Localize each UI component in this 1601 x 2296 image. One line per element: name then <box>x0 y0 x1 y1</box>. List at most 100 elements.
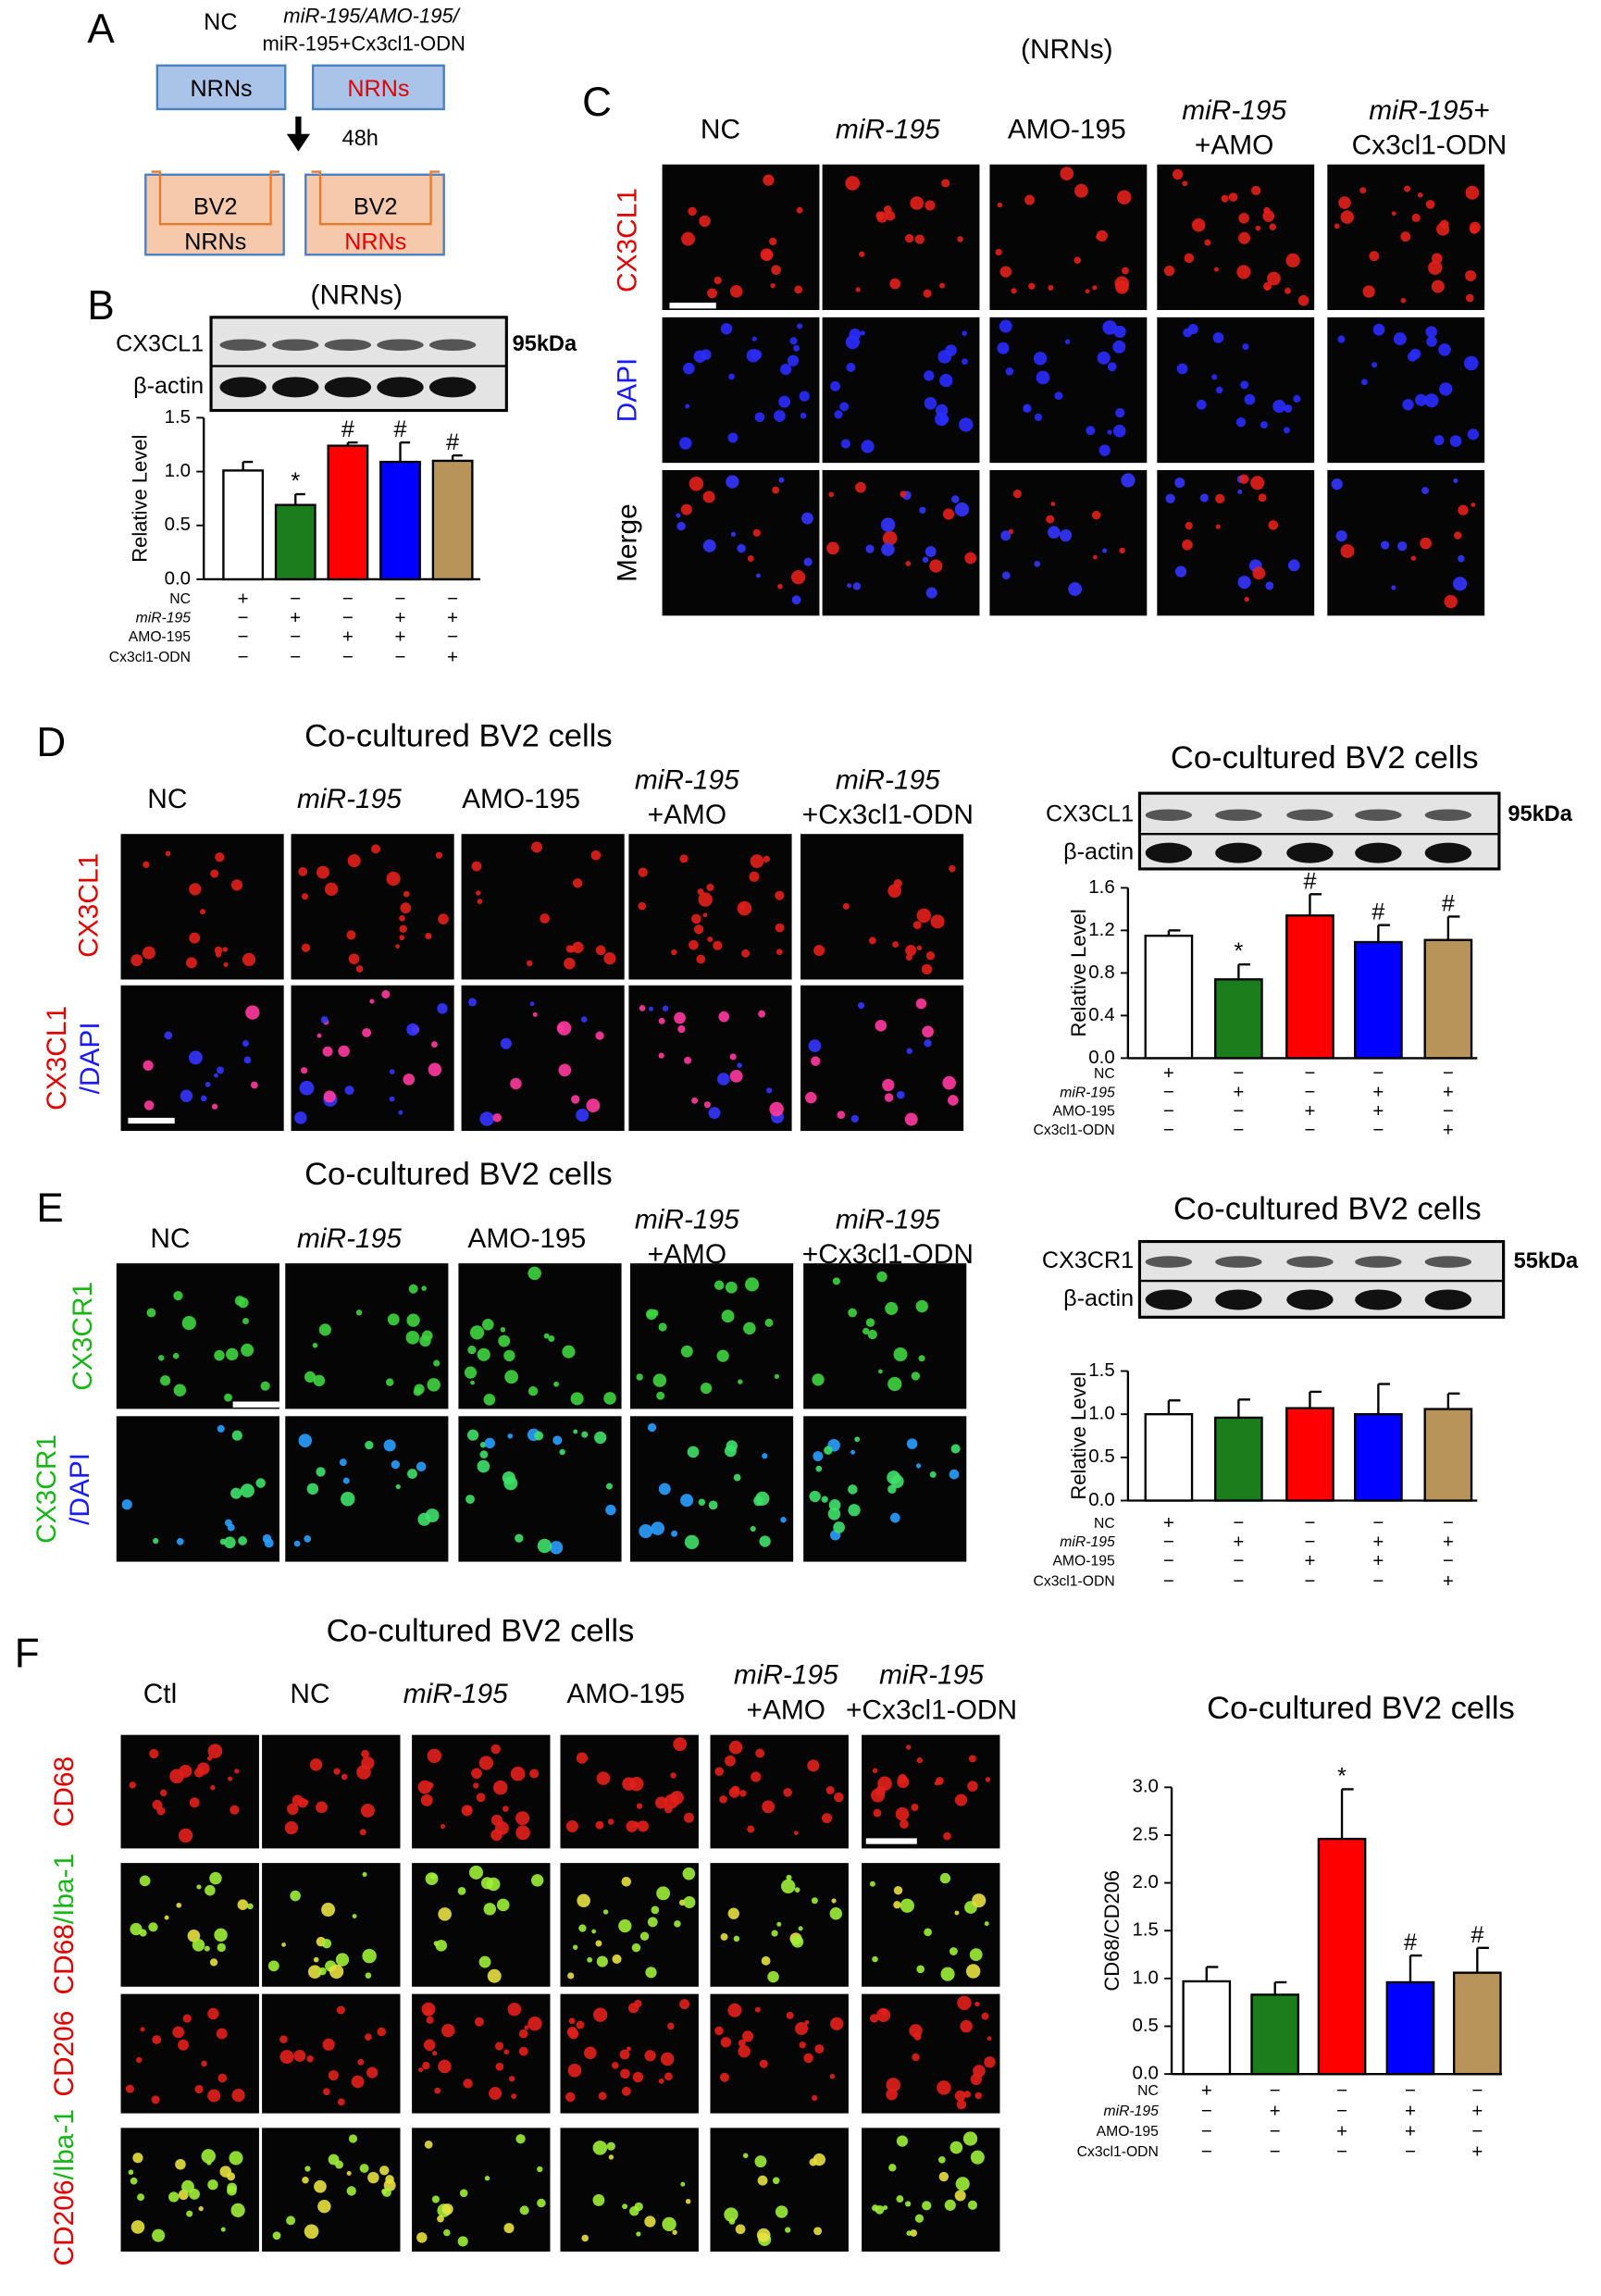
cell <box>737 900 752 916</box>
cell <box>636 1373 643 1381</box>
cell <box>1064 339 1071 344</box>
cell <box>543 1333 550 1339</box>
cell <box>828 1499 841 1511</box>
band <box>219 377 267 398</box>
cell <box>568 2017 576 2025</box>
cell <box>371 844 381 854</box>
cell <box>592 2194 605 2206</box>
cell <box>693 925 704 935</box>
cell <box>1028 282 1036 290</box>
cell <box>304 2224 319 2240</box>
cell <box>775 2205 788 2218</box>
cell <box>948 1095 959 1106</box>
cell <box>1239 474 1249 484</box>
condition-sign: + <box>1471 2100 1483 2121</box>
cell <box>361 1756 375 1770</box>
cell <box>477 899 483 904</box>
cell <box>984 1921 989 1927</box>
cell <box>698 892 713 907</box>
cell <box>339 1458 347 1467</box>
cell <box>865 544 875 553</box>
cell <box>798 1926 803 1931</box>
cell <box>281 1942 286 1947</box>
cell <box>592 2007 608 2022</box>
cell <box>240 1483 254 1498</box>
band <box>1145 1256 1193 1268</box>
cell <box>855 287 861 292</box>
row-label: CX3CL1 <box>73 853 104 958</box>
micrograph <box>461 985 625 1132</box>
cell <box>607 1818 614 1825</box>
cell <box>957 236 963 242</box>
cell <box>880 2008 887 2016</box>
cell <box>1428 260 1443 275</box>
cell <box>733 1473 741 1482</box>
cell <box>206 1756 213 1761</box>
cell <box>549 1541 564 1555</box>
cell <box>970 2150 985 2165</box>
cell <box>956 2099 967 2110</box>
condition-sign: + <box>1443 1119 1454 1140</box>
cell <box>882 1078 895 1092</box>
cell <box>435 851 443 859</box>
cell <box>143 1060 154 1072</box>
cell <box>178 1828 193 1843</box>
cell <box>428 1062 442 1076</box>
cell <box>718 1011 730 1023</box>
cell <box>537 1538 552 1554</box>
cell <box>132 2153 143 2164</box>
cell <box>724 2207 738 2222</box>
cell <box>830 2017 844 2030</box>
cell <box>224 1519 232 1527</box>
cell <box>482 1318 494 1331</box>
cell <box>467 998 477 1007</box>
row-label-part: /Iba-1 <box>49 2109 80 2179</box>
cell <box>503 1806 509 1812</box>
row-label-part: CD68 <box>49 1756 80 1827</box>
cell <box>173 1384 187 1396</box>
cell <box>638 867 648 877</box>
cell <box>217 1424 225 1433</box>
micrograph <box>262 1734 401 1849</box>
column-header: miR-195 <box>734 1660 838 1691</box>
cell <box>477 1459 490 1473</box>
bar <box>1214 978 1263 1060</box>
cell <box>231 1430 242 1441</box>
cell <box>658 1483 671 1496</box>
cell <box>656 1886 671 1901</box>
cell <box>214 1928 228 1942</box>
cell <box>1265 581 1274 590</box>
cell <box>537 2166 543 2173</box>
cell <box>322 2088 330 2096</box>
cell <box>759 1535 771 1547</box>
cell <box>1228 192 1238 202</box>
cell <box>416 2232 428 2243</box>
cell <box>503 2223 515 2234</box>
cell <box>1469 224 1480 234</box>
cell <box>222 947 229 952</box>
cell <box>940 1967 955 1981</box>
cell <box>809 1490 821 1503</box>
cell <box>1172 168 1184 180</box>
bar <box>222 469 265 581</box>
cell <box>800 412 807 419</box>
cell <box>763 855 771 863</box>
cell <box>510 1766 526 1781</box>
cell <box>775 890 785 900</box>
cell <box>316 865 329 879</box>
condition-sign: + <box>447 607 458 628</box>
cell <box>219 1538 227 1545</box>
cell <box>743 1322 756 1335</box>
y-tick-label: 0.8 <box>1088 962 1114 983</box>
cell <box>510 1077 522 1090</box>
cell <box>507 1433 514 1439</box>
y-tick-label: 1.0 <box>165 460 191 481</box>
cell <box>906 2230 912 2237</box>
cell <box>366 2066 379 2079</box>
cell <box>789 337 798 345</box>
cell <box>211 1103 218 1110</box>
cell <box>922 556 929 564</box>
cell <box>955 2177 970 2191</box>
panel-title: Co-cultured BV2 cells <box>327 1614 635 1649</box>
cell <box>749 871 760 882</box>
